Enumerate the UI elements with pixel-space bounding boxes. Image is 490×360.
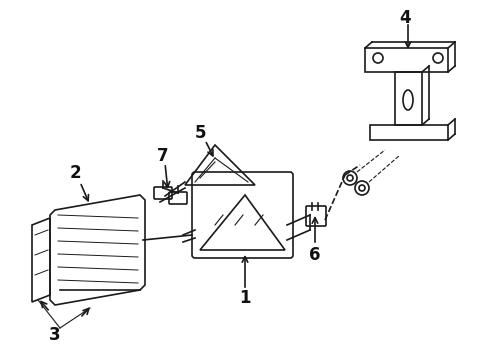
Text: 3: 3 — [49, 326, 61, 344]
Text: 2: 2 — [69, 164, 81, 182]
Text: 1: 1 — [239, 289, 251, 307]
Text: 7: 7 — [157, 147, 169, 165]
Text: 5: 5 — [194, 124, 206, 142]
Text: 6: 6 — [309, 246, 321, 264]
Text: 4: 4 — [399, 9, 411, 27]
